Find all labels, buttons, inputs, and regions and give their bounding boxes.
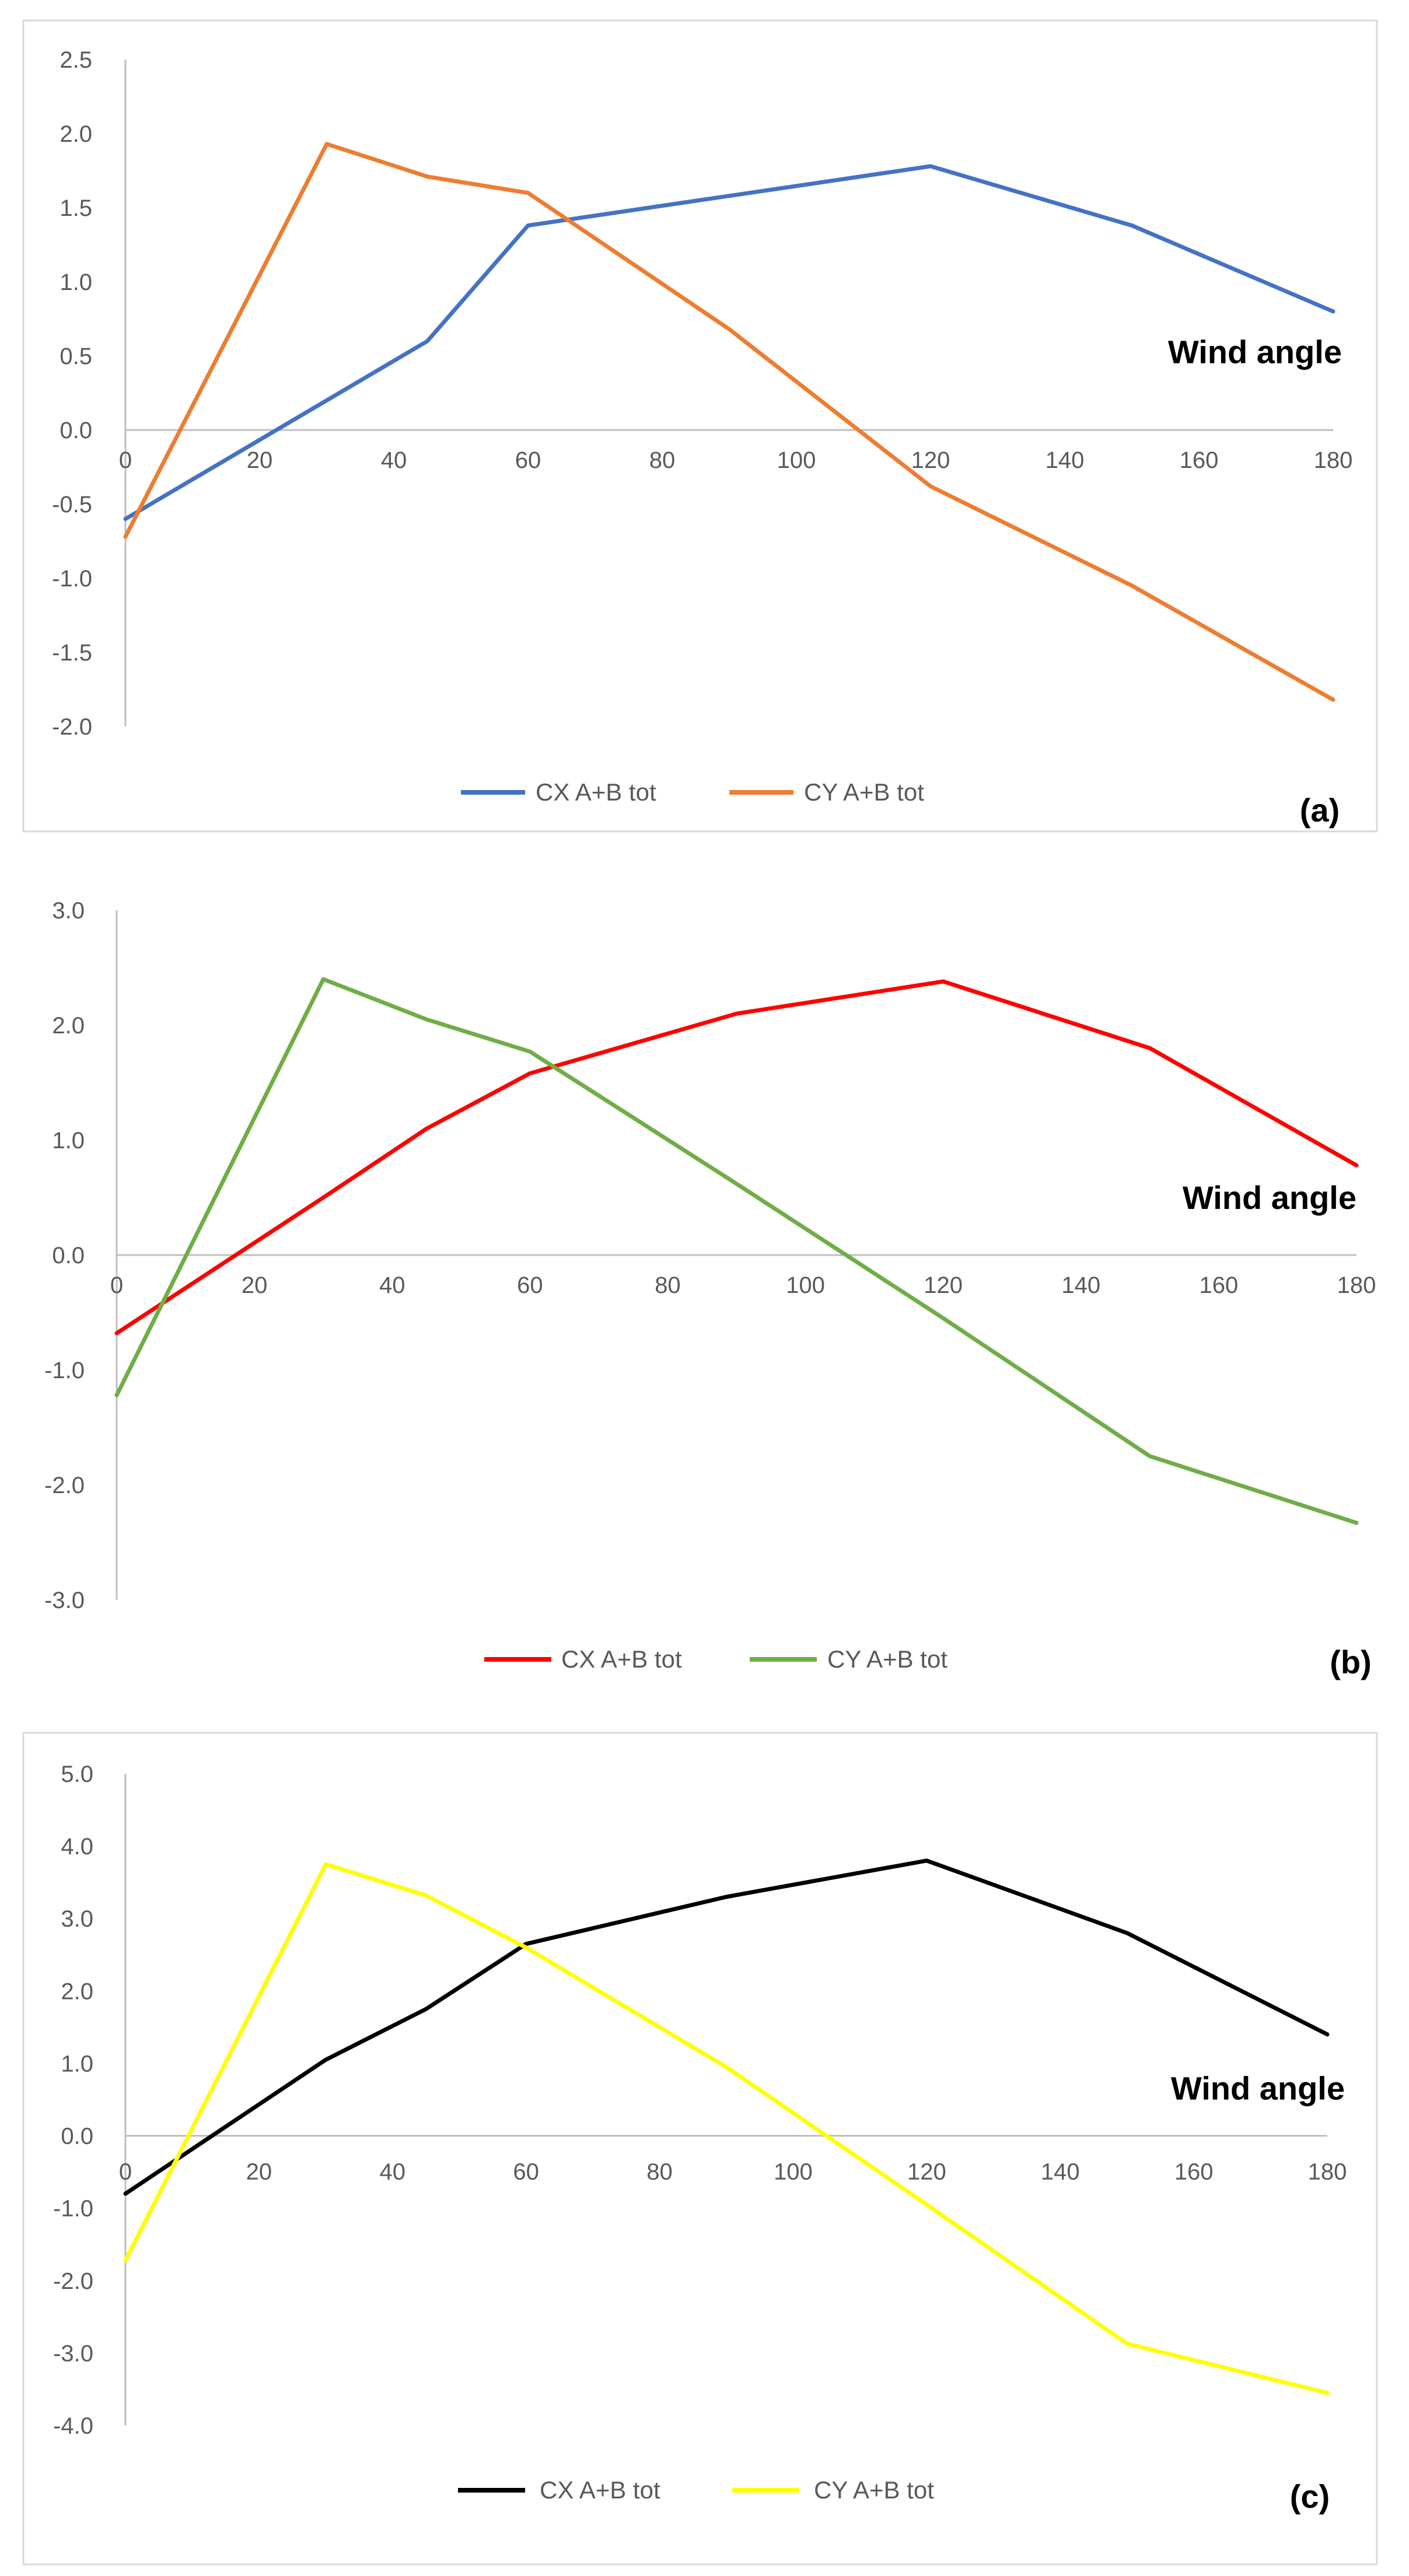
chart-panel-1: -2.0 -1.5 -1.0 -0.5 0.0 0.5 1.0 1.5 2.0 2.5 0 20 40 6…: [22, 19, 1378, 833]
series-line-cx: [123, 1858, 1330, 2196]
y-tick-label: -1.0: [44, 1358, 85, 1383]
chart-frame: [22, 1732, 1378, 2565]
x-tick-label: 80: [655, 1273, 681, 1298]
x-tick-label: 120: [924, 1273, 963, 1298]
y-tick-label: 1.0: [60, 270, 92, 295]
y-tick-label: -2.0: [53, 2269, 93, 2294]
x-axis-title: Wind angle: [1171, 2070, 1345, 2107]
x-tick-label: 60: [513, 2159, 539, 2185]
series-line-cy: [123, 1862, 1330, 2395]
x-tick-label: 100: [786, 1273, 825, 1298]
x-tick-label: 100: [774, 2159, 813, 2185]
x-tick-label: 160: [1180, 448, 1219, 473]
x-tick-label: 0: [119, 448, 132, 473]
y-tick-label: 2.0: [60, 121, 92, 147]
x-tick-label: 40: [381, 448, 407, 473]
x-tick-label: 0: [119, 2159, 132, 2185]
y-tick-label: 1.5: [60, 195, 92, 221]
x-tick-label: 40: [380, 2159, 406, 2185]
y-tick-label: 1.0: [61, 2051, 93, 2077]
y-tick-label: 3.0: [52, 898, 85, 924]
chart-panel-3: -4.0 -3.0 -2.0 -1.0 0.0 1.0 2.0 3.0 4.0 5.0 0 20 40 6…: [22, 1732, 1378, 2565]
legend-label: CX A+B tot: [536, 778, 656, 806]
x-tick-label: 160: [1200, 1273, 1239, 1298]
y-tick-label: -1.5: [52, 640, 92, 666]
x-tick-label: 20: [242, 1273, 268, 1298]
y-tick-label: -4.0: [53, 2413, 93, 2439]
chart-panel-2: -3.0 -2.0 -1.0 0.0 1.0 2.0 3.0 0 20 40 60 80 100 120 1…: [44, 898, 1376, 1680]
x-tick-label: 60: [517, 1273, 543, 1298]
y-tick-label: 5.0: [61, 1761, 93, 1787]
y-tick-label: 2.0: [61, 1979, 93, 2004]
x-tick-label: 160: [1174, 2159, 1214, 2185]
x-tick-label: 80: [646, 2159, 673, 2185]
panel-label: (c): [1290, 2478, 1330, 2515]
x-tick-label: 120: [907, 2159, 946, 2185]
x-tick-label: 100: [777, 448, 816, 473]
y-tick-label: -1.0: [52, 566, 92, 592]
y-tick-label: -0.5: [52, 492, 92, 518]
x-tick-label: 140: [1061, 1273, 1100, 1298]
x-tick-label: 180: [1314, 448, 1353, 473]
x-tick-label: 40: [379, 1273, 405, 1298]
legend-label: CY A+B tot: [814, 2476, 934, 2504]
y-tick-label: 0.0: [61, 2124, 93, 2149]
x-axis-title: Wind angle: [1183, 1179, 1356, 1216]
y-tick-label: 0.0: [60, 418, 92, 443]
y-tick-label: -2.0: [52, 714, 92, 740]
chart-frame: [22, 19, 1378, 833]
x-tick-label: 140: [1041, 2159, 1080, 2185]
x-tick-label: 140: [1046, 448, 1085, 473]
y-tick-label: -3.0: [44, 1588, 85, 1613]
y-tick-label: -1.0: [53, 2196, 93, 2222]
y-tick-label: 0.0: [52, 1243, 85, 1268]
x-tick-label: 180: [1308, 2159, 1347, 2185]
y-tick-label: -3.0: [53, 2341, 93, 2367]
y-tick-label: 2.5: [60, 47, 92, 73]
series-line-cy: [123, 142, 1335, 702]
legend-label: CX A+B tot: [561, 1645, 682, 1673]
panel-label: (a): [1300, 792, 1340, 829]
x-axis-title: Wind angle: [1168, 334, 1342, 371]
legend-label: CY A+B tot: [804, 778, 924, 806]
y-tick-label: 0.5: [60, 344, 92, 369]
y-tick-label: 3.0: [61, 1906, 93, 1932]
y-tick-label: -2.0: [44, 1473, 85, 1498]
series-line-cy: [114, 977, 1359, 1525]
x-tick-label: 20: [247, 448, 273, 473]
y-tick-label: 1.0: [52, 1128, 85, 1154]
y-tick-label: 2.0: [52, 1013, 85, 1039]
x-tick-label: 60: [515, 448, 541, 473]
x-tick-label: 120: [911, 448, 950, 473]
legend-label: CY A+B tot: [827, 1645, 948, 1673]
y-tick-label: 4.0: [61, 1834, 93, 1860]
x-tick-label: 80: [649, 448, 676, 473]
x-tick-label: 180: [1337, 1273, 1376, 1298]
panel-label: (b): [1330, 1644, 1372, 1680]
series-line-cx: [123, 164, 1335, 521]
legend-label: CX A+B tot: [540, 2476, 660, 2504]
x-tick-label: 20: [246, 2159, 272, 2185]
x-tick-label: 0: [110, 1273, 123, 1298]
series-line-cx: [114, 979, 1359, 1336]
